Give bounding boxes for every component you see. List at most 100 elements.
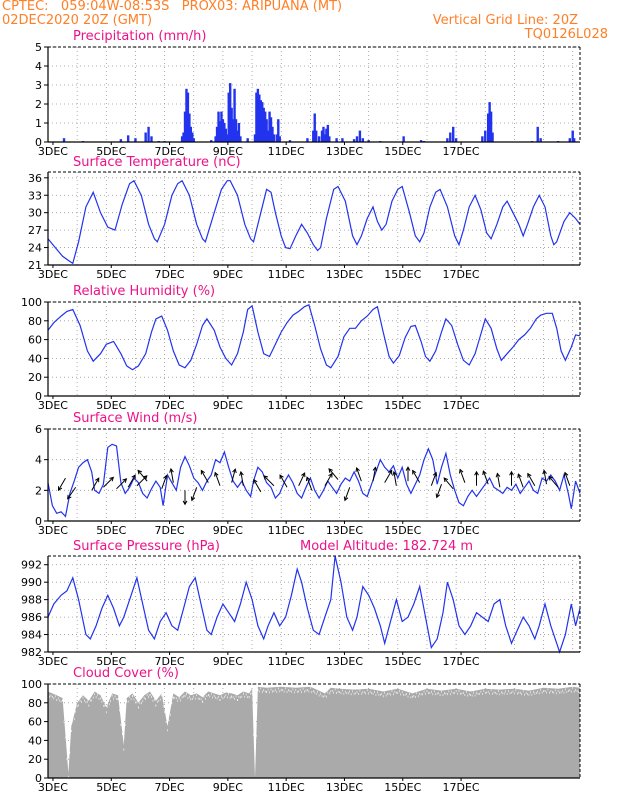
wind-arrow: [137, 470, 148, 482]
temperature-title: Surface Temperature (nC): [73, 155, 241, 170]
wind-arrow: [161, 475, 167, 489]
pressure-ytick-label: 990: [21, 576, 42, 589]
wind-arrow-head: [232, 468, 237, 474]
precip-bar: [188, 113, 191, 142]
precip-bar: [191, 132, 194, 142]
temperature-date-label: 11DEC: [268, 268, 305, 281]
precip-bar: [237, 123, 241, 142]
wind-arrow: [306, 477, 313, 491]
precip-bar: [186, 92, 190, 142]
precip-bar: [214, 136, 217, 142]
precip-bar: [182, 132, 185, 142]
precip-bar: [236, 130, 239, 142]
wind-line: [47, 443, 581, 518]
wind-date-label: 7DEC: [155, 524, 185, 537]
precip-bar: [306, 138, 309, 142]
humidity-panel: 0 20 40 60 80 100 3DEC 5DEC 7DEC 9DEC 11DEC 13DEC 15…: [21, 296, 581, 412]
humidity-date-label: 7DEC: [155, 399, 185, 412]
temperature-ytick-label: 27: [28, 224, 42, 237]
precip-bar: [220, 111, 223, 142]
cloud-area: [48, 686, 580, 778]
temperature-date-label: 7DEC: [155, 268, 185, 281]
wind-arrow: [240, 471, 244, 486]
wind-arrow: [214, 472, 221, 486]
precip-ytick-label: 5: [35, 41, 42, 54]
precip-bar: [571, 130, 574, 142]
precip-ytick-label: 0: [35, 136, 42, 149]
precip-bar: [320, 130, 324, 142]
precip-bar: [288, 140, 292, 142]
wind-arrow-head: [563, 471, 569, 477]
precip-bar: [126, 135, 130, 142]
wind-arrow-head: [474, 470, 479, 476]
cloud-ytick-label: 80: [28, 697, 42, 710]
wind-arrow: [127, 474, 136, 488]
header-grid-note: Vertical Grid Line: 20Z: [432, 13, 578, 28]
precip-bar: [402, 136, 405, 142]
wind-arrow: [103, 477, 114, 488]
cloud-ytick-label: 60: [28, 716, 42, 729]
wind-arrow: [548, 476, 559, 488]
pressure-panel: 982 984 986 988 990 992 3DEC 5DEC 7DEC 9DEC 11DEC 1…: [21, 555, 581, 668]
temperature-ytick-label: 36: [28, 172, 42, 185]
pressure-date-label: 7DEC: [155, 655, 185, 668]
cloud-title: Cloud Cover (%): [73, 666, 179, 681]
precip-bar: [217, 111, 220, 142]
precip-bar: [272, 134, 276, 142]
cloud-date-label: 11DEC: [268, 781, 305, 794]
wind-arrow-head: [200, 469, 206, 475]
precip-bar: [234, 119, 238, 142]
precip-bar: [253, 134, 257, 142]
precip-ytick-label: 3: [35, 79, 42, 92]
precip-bar: [246, 138, 249, 142]
precip-bar: [268, 111, 271, 142]
wind-arrow-head: [412, 469, 417, 475]
wind-arrow: [67, 486, 77, 500]
wind-arrow: [496, 473, 501, 488]
pressure-date-label: 3DEC: [38, 655, 68, 668]
wind-arrow-head: [517, 473, 522, 479]
wind-arrow-head: [432, 471, 438, 477]
cloud-panel: 0 20 40 60 80 100 3DEC 5DEC 7DEC 9DEC 11DEC 13DEC 15…: [21, 678, 581, 794]
precip-bar: [255, 92, 258, 142]
header-model-code: TQ0126L028: [524, 27, 608, 42]
pressure-date-label: 9DEC: [213, 655, 243, 668]
humidity-date-label: 5DEC: [96, 399, 126, 412]
wind-arrow: [298, 472, 306, 486]
precip-bar: [185, 88, 188, 142]
temperature-panel: 21 24 27 30 33 36 3DEC 5DEC 7DEC 9DEC 11DEC 13DEC 15…: [28, 171, 581, 281]
temperature-date-label: 5DEC: [96, 268, 126, 281]
model-altitude: Model Altitude: 182.724 m: [300, 539, 474, 554]
wind-arrow-head: [405, 466, 411, 471]
wind-arrow-head: [509, 470, 514, 476]
wind-panel: 0 2 4 6 3DEC 5DEC 7DEC 9DEC 11DEC 13DEC 15DEC 17DEC: [35, 423, 581, 537]
precip-ytick-label: 2: [35, 98, 42, 111]
wind-arrow-head: [482, 470, 487, 476]
pressure-date-label: 13DEC: [326, 655, 363, 668]
cloud-ytick-label: 20: [28, 753, 42, 766]
header-station-line: CPTEC: 059:04W-08:53S PROX03: ARIPUANA (…: [2, 0, 343, 14]
pressure-ytick-label: 984: [21, 629, 42, 642]
cloud-date-label: 9DEC: [213, 781, 243, 794]
header-date: 02DEC2020 20Z (GMT): [2, 13, 153, 28]
precip-panel: 0 1 2 3 4 5 3DEC 5DEC 7DEC 9DEC 11DEC 13DEC 15DEC 17D…: [35, 41, 581, 158]
cloud-ytick-label: 100: [21, 678, 42, 691]
wind-ytick-label: 0: [35, 515, 42, 528]
wind-arrow: [279, 474, 288, 488]
precip-date-label: 3DEC: [38, 145, 68, 158]
precip-ytick-label: 1: [35, 117, 42, 130]
humidity-date-label: 3DEC: [38, 399, 68, 412]
precip-bar: [449, 132, 452, 142]
precip-bar: [326, 124, 330, 142]
pressure-line: [47, 555, 581, 654]
wind-arrow-head: [253, 478, 258, 484]
precip-bar: [314, 130, 318, 142]
precip-bar: [328, 136, 331, 142]
cloud-ytick-label: 40: [28, 734, 42, 747]
precip-bar: [325, 128, 328, 142]
wind-arrow-head: [279, 474, 284, 480]
precip-bar: [335, 138, 338, 142]
precip-bar: [239, 136, 242, 142]
precip-bar: [312, 130, 315, 142]
precip-ytick-label: 4: [35, 60, 42, 73]
